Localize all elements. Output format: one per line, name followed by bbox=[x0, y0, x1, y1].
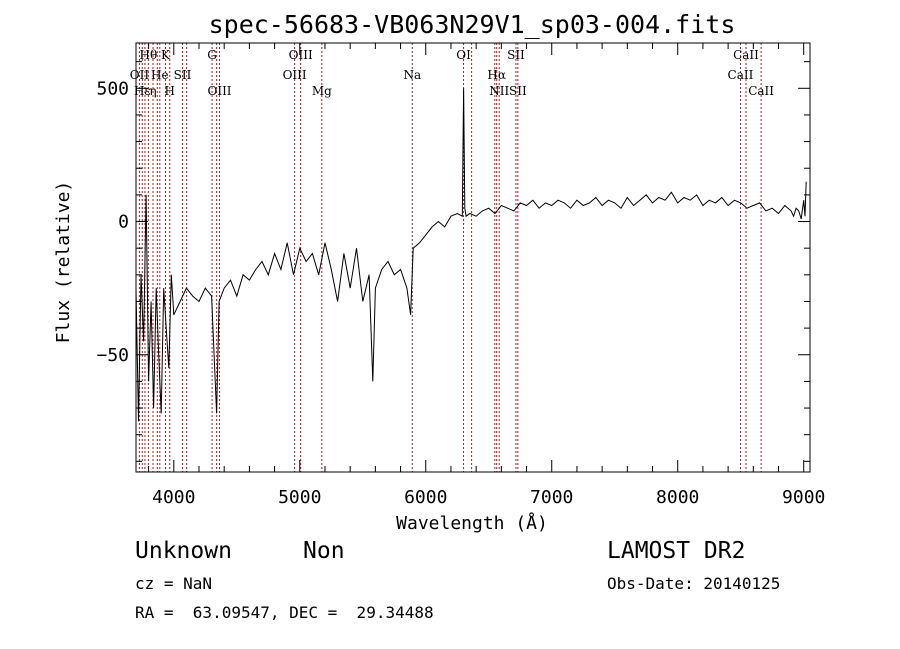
x-axis-ticks: 4000 5000 6000 7000 8000 9000 bbox=[148, 43, 825, 508]
coordinates: RA = 63.09547, DEC = 29.34488 bbox=[135, 603, 434, 622]
line-label: CaII bbox=[728, 68, 754, 82]
line-label: OIII bbox=[283, 68, 307, 82]
line-label: CaII bbox=[748, 84, 774, 98]
line-label: Hα bbox=[487, 68, 506, 82]
line-label: SII bbox=[174, 68, 192, 82]
line-label: G bbox=[207, 48, 217, 62]
plot-frame bbox=[135, 42, 811, 473]
emission-line-labels: Hθ K G OIII OI SII CaII OII He SII OIII Na Hα CaII Hεη… bbox=[130, 48, 775, 98]
line-label: NII bbox=[489, 84, 509, 98]
y-axis-label: Flux (relative) bbox=[53, 181, 74, 344]
line-label: Hθ bbox=[139, 48, 157, 62]
line-label: H bbox=[165, 84, 175, 98]
object-class: Unknown bbox=[135, 538, 232, 564]
line-label: CaII bbox=[733, 48, 759, 62]
spectrum-line bbox=[135, 88, 807, 422]
y-tick-label: 0 bbox=[118, 212, 129, 233]
y-tick-label: 500 bbox=[96, 78, 129, 99]
redshift: cz = NaN bbox=[135, 574, 213, 593]
obs-date: Obs-Date: 20140125 bbox=[607, 574, 781, 593]
line-label: OII bbox=[130, 68, 150, 82]
line-label: OIII bbox=[289, 48, 313, 62]
x-tick-label: 7000 bbox=[530, 487, 573, 508]
chart-title: spec-56683-VB063N29V1_sp03-004.fits bbox=[209, 10, 736, 39]
x-tick-label: 5000 bbox=[278, 487, 321, 508]
line-label: He bbox=[151, 68, 169, 82]
y-tick-label: −50 bbox=[96, 345, 129, 366]
line-label: Na bbox=[403, 68, 421, 82]
line-label: OI bbox=[456, 48, 471, 62]
x-tick-label: 4000 bbox=[152, 487, 195, 508]
x-tick-label: 8000 bbox=[656, 487, 699, 508]
line-label: SII bbox=[509, 84, 527, 98]
emission-line-markers bbox=[138, 43, 762, 472]
y-axis-ticks: −50 0 500 bbox=[96, 61, 810, 462]
survey-name: LAMOST DR2 bbox=[607, 538, 746, 564]
x-tick-label: 6000 bbox=[404, 487, 447, 508]
line-label: Hε bbox=[134, 84, 151, 98]
line-label: η bbox=[149, 84, 156, 98]
line-label: Mg bbox=[312, 84, 332, 98]
x-axis-label: Wavelength (Å) bbox=[396, 512, 548, 534]
subclass: Non bbox=[303, 538, 345, 564]
line-label: SII bbox=[507, 48, 525, 62]
line-label: K bbox=[161, 48, 171, 62]
line-label: OIII bbox=[207, 84, 231, 98]
x-tick-label: 9000 bbox=[782, 487, 825, 508]
